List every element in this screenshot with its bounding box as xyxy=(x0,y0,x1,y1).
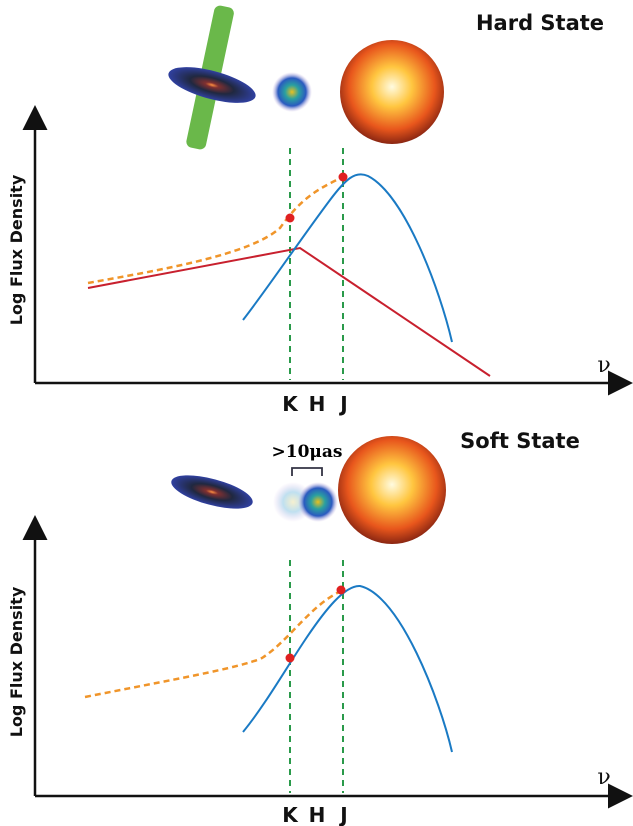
point xyxy=(285,653,295,663)
band-label: J xyxy=(338,803,347,826)
x-label: ν xyxy=(597,765,610,790)
soft-panel: Soft State >10μas Log Flux Density ν K H… xyxy=(7,429,633,826)
x-label: ν xyxy=(597,353,610,378)
panel-title: Soft State xyxy=(460,429,580,453)
band-label: J xyxy=(338,392,347,416)
point xyxy=(336,585,346,595)
blackbody xyxy=(242,584,453,753)
panel-title: Hard State xyxy=(476,11,604,35)
bracket xyxy=(291,467,323,476)
star xyxy=(338,436,446,544)
power-law xyxy=(87,246,491,377)
point xyxy=(285,213,295,223)
hard-panel: Hard State Log Flux Density ν K H J xyxy=(7,5,633,416)
y-label: Log Flux Density xyxy=(7,586,26,737)
disk xyxy=(168,67,256,103)
point xyxy=(338,172,348,182)
blackbody xyxy=(242,173,453,343)
sum-curve xyxy=(87,175,344,285)
band-label: K xyxy=(282,803,299,826)
blob xyxy=(272,72,312,112)
y-label: Log Flux Density xyxy=(7,174,26,325)
annotation: >10μas xyxy=(272,442,343,462)
band-label: H xyxy=(309,803,326,826)
band-label: H xyxy=(309,392,326,416)
blob xyxy=(298,482,338,522)
star xyxy=(340,40,444,144)
sum-curve xyxy=(84,588,344,699)
band-label: K xyxy=(282,392,299,416)
disk xyxy=(171,475,253,509)
